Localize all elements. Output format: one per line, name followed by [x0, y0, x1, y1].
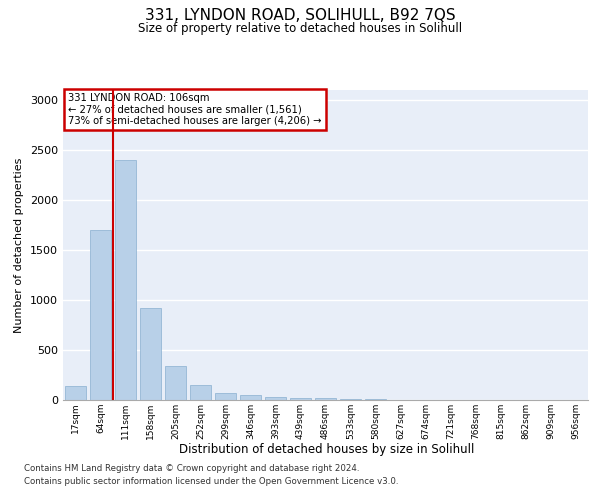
- Text: Contains public sector information licensed under the Open Government Licence v3: Contains public sector information licen…: [24, 478, 398, 486]
- Text: 331 LYNDON ROAD: 106sqm
← 27% of detached houses are smaller (1,561)
73% of semi: 331 LYNDON ROAD: 106sqm ← 27% of detache…: [68, 93, 322, 126]
- Bar: [240, 394, 261, 400]
- Bar: [190, 384, 211, 400]
- Bar: [290, 398, 311, 400]
- Text: Distribution of detached houses by size in Solihull: Distribution of detached houses by size …: [179, 442, 475, 456]
- Bar: [215, 392, 236, 400]
- Text: Contains HM Land Registry data © Crown copyright and database right 2024.: Contains HM Land Registry data © Crown c…: [24, 464, 359, 473]
- Bar: [340, 398, 361, 400]
- Bar: [365, 399, 386, 400]
- Bar: [165, 366, 186, 400]
- Bar: [90, 230, 111, 400]
- Y-axis label: Number of detached properties: Number of detached properties: [14, 158, 25, 332]
- Bar: [265, 396, 286, 400]
- Bar: [115, 160, 136, 400]
- Text: 331, LYNDON ROAD, SOLIHULL, B92 7QS: 331, LYNDON ROAD, SOLIHULL, B92 7QS: [145, 8, 455, 22]
- Bar: [140, 308, 161, 400]
- Text: Size of property relative to detached houses in Solihull: Size of property relative to detached ho…: [138, 22, 462, 35]
- Bar: [65, 386, 86, 400]
- Bar: [315, 398, 336, 400]
